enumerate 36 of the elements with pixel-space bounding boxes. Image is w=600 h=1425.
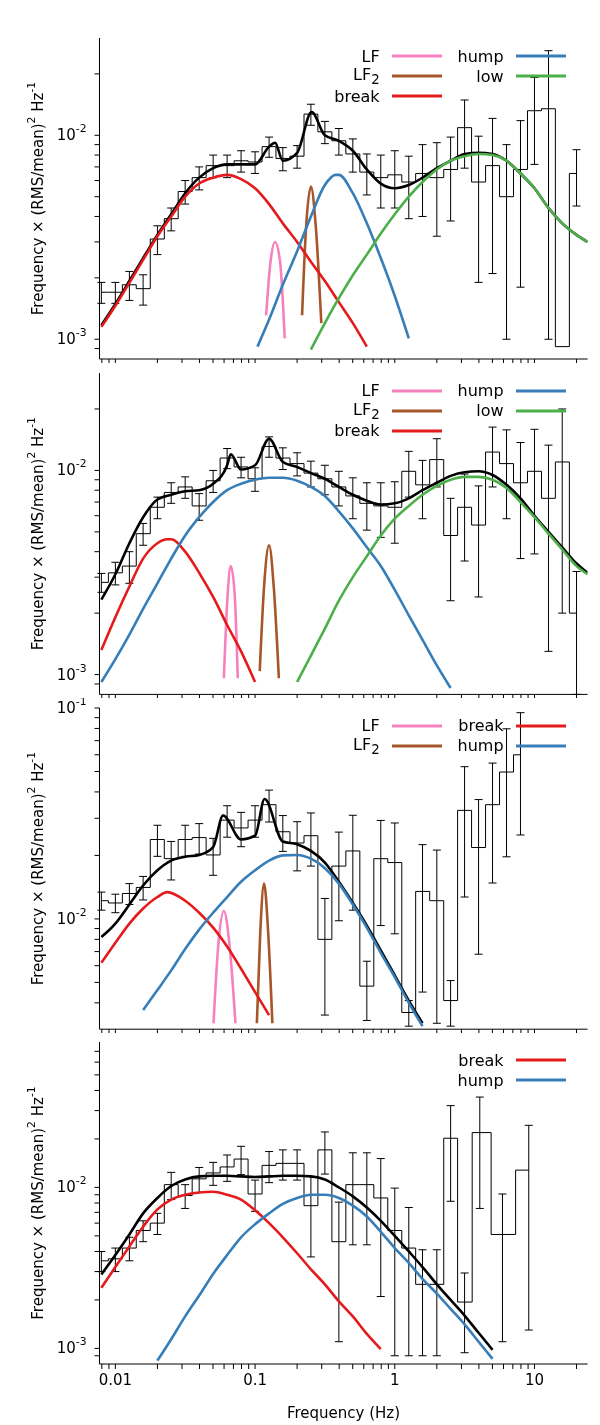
y-tick-label: 10$^{-2}$ xyxy=(56,122,87,145)
y-tick-label: 10$^{-2}$ xyxy=(56,1174,87,1197)
line-series xyxy=(264,240,287,340)
legend-label: LF$_{2}$ xyxy=(353,399,380,422)
line-series xyxy=(300,185,323,325)
x-tick-label: 10 xyxy=(524,1371,545,1389)
line-series xyxy=(100,173,369,348)
legend-label: hump xyxy=(457,736,504,756)
line-series xyxy=(258,543,281,680)
line-series xyxy=(100,476,452,689)
legend-label: break xyxy=(458,1050,504,1070)
x-tick-label: 0.01 xyxy=(98,1371,133,1389)
legend-label: LF$_{2}$ xyxy=(353,64,380,88)
y-tick-label: 10$^{-3}$ xyxy=(56,326,87,349)
x-tick-label: 1 xyxy=(390,1371,400,1389)
y-tick-label: 10$^{-3}$ xyxy=(56,1335,87,1358)
legend-label: hump xyxy=(457,381,504,401)
legend-label: break xyxy=(458,716,504,736)
legend-label: LF xyxy=(361,716,380,736)
y-tick-label: 10$^{-3}$ xyxy=(56,661,87,684)
x-axis-title: Frequency (Hz) xyxy=(286,1404,401,1422)
legend-label: low xyxy=(476,66,504,86)
legend-label: hump xyxy=(457,46,504,66)
y-tick-label: 10$^{-2}$ xyxy=(56,905,87,928)
x-tick-label: 0.1 xyxy=(243,1371,267,1389)
legend-label: LF$_{2}$ xyxy=(353,734,380,757)
line-series xyxy=(141,853,424,1028)
line-series xyxy=(156,1193,494,1362)
legend-label: hump xyxy=(457,1070,504,1090)
line-series xyxy=(100,1190,383,1351)
legend-label: low xyxy=(476,401,504,421)
legend-label: break xyxy=(334,421,380,441)
y-tick-label: 10$^{-2}$ xyxy=(56,457,87,480)
legend-label: break xyxy=(334,86,380,106)
legend-label: LF xyxy=(361,381,380,401)
legend-label: LF xyxy=(361,46,380,66)
